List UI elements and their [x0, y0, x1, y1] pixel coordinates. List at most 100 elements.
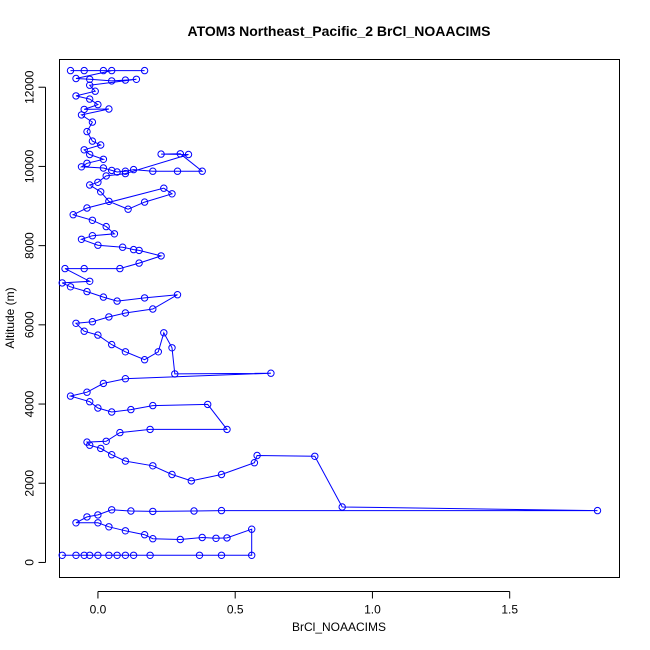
data-point [83, 204, 91, 212]
data-point [88, 318, 97, 326]
data-point [195, 551, 204, 559]
data-point [149, 167, 157, 175]
data-point [173, 291, 182, 299]
data-point [149, 462, 157, 470]
data-point [99, 379, 108, 388]
data-point [184, 150, 193, 159]
data-point [66, 283, 75, 291]
data-point [113, 168, 121, 176]
y-tick-label: 10000 [23, 149, 37, 183]
data-point [86, 398, 94, 406]
data-point [176, 150, 185, 158]
data-point [149, 535, 157, 543]
data-point [171, 370, 179, 378]
data-point [311, 452, 319, 460]
data-point [69, 211, 77, 219]
data-point [149, 401, 157, 410]
data-point [99, 293, 108, 301]
data-point [91, 87, 99, 95]
data-point [105, 105, 113, 113]
data-point [140, 294, 149, 302]
data-point [146, 551, 154, 559]
data-point [160, 329, 168, 337]
data-point [94, 551, 102, 559]
data-point [99, 155, 108, 164]
data-point [160, 184, 168, 192]
data-point [187, 477, 196, 485]
data-point [66, 66, 75, 75]
data-point [97, 141, 105, 149]
data-point [118, 243, 127, 251]
data-point [105, 313, 113, 321]
y-tick-label: 12000 [23, 70, 37, 104]
chart-title: ATOM3 Northeast_Pacific_2 BrCl_NOAACIMS [188, 23, 491, 39]
data-point [140, 198, 149, 206]
x-tick-label: 0.5 [227, 603, 244, 617]
data-point [99, 164, 108, 172]
data-point [121, 551, 130, 559]
data-point [168, 190, 176, 198]
data-point [80, 264, 88, 273]
y-tick-label: 6000 [23, 311, 37, 338]
data-point [108, 506, 116, 514]
data-point [94, 331, 102, 339]
data-point [83, 127, 91, 136]
data-point [72, 74, 80, 83]
data-point [94, 241, 102, 249]
data-point [149, 305, 157, 313]
x-tick-label: 0.0 [90, 603, 107, 617]
data-point [83, 287, 91, 296]
data-point [80, 146, 88, 154]
series-points [58, 66, 602, 559]
data-point [204, 400, 212, 409]
data-point [113, 297, 121, 305]
data-point [102, 222, 110, 231]
data-point [102, 437, 110, 445]
data-point [217, 506, 226, 515]
data-point [83, 513, 91, 521]
data-point [190, 507, 198, 515]
data-point [121, 348, 130, 356]
data-point [105, 551, 113, 559]
data-point [154, 348, 163, 356]
data-point [108, 408, 116, 416]
data-point [94, 511, 102, 519]
data-point [86, 95, 94, 103]
data-point [157, 252, 165, 260]
data-point [80, 66, 88, 75]
data-point [253, 451, 261, 460]
data-point [86, 551, 94, 559]
y-tick-label: 4000 [23, 390, 37, 417]
data-point [116, 264, 124, 273]
x-axis: 0.0 0.5 1.0 1.5 [90, 591, 518, 617]
x-tick-label: 1.0 [364, 603, 381, 617]
data-point [72, 551, 80, 559]
x-axis-label: BrCl_NOAACIMS [292, 620, 386, 634]
y-axis-label: Altitude (m) [3, 287, 17, 348]
data-point [58, 551, 66, 559]
data-point [250, 459, 259, 467]
data-point [77, 235, 86, 244]
data-point [121, 309, 130, 317]
data-point [108, 77, 116, 85]
data-point [80, 327, 88, 335]
data-point [102, 172, 110, 180]
data-point [105, 523, 113, 531]
data-point [80, 551, 88, 559]
data-point [132, 75, 141, 84]
data-point [77, 111, 86, 119]
data-point [72, 92, 80, 100]
data-point [157, 150, 165, 158]
data-point [140, 356, 149, 364]
data-point [88, 232, 97, 240]
y-axis: 0 2000 4000 6000 8000 10000 12000 [23, 70, 46, 566]
data-point [88, 118, 97, 126]
data-point [127, 405, 135, 414]
x-tick-label: 1.5 [501, 603, 518, 617]
data-point [86, 75, 94, 84]
data-point [129, 551, 138, 559]
data-point [94, 404, 102, 412]
data-point [146, 425, 154, 434]
data-point [113, 551, 121, 559]
data-point [88, 216, 97, 225]
